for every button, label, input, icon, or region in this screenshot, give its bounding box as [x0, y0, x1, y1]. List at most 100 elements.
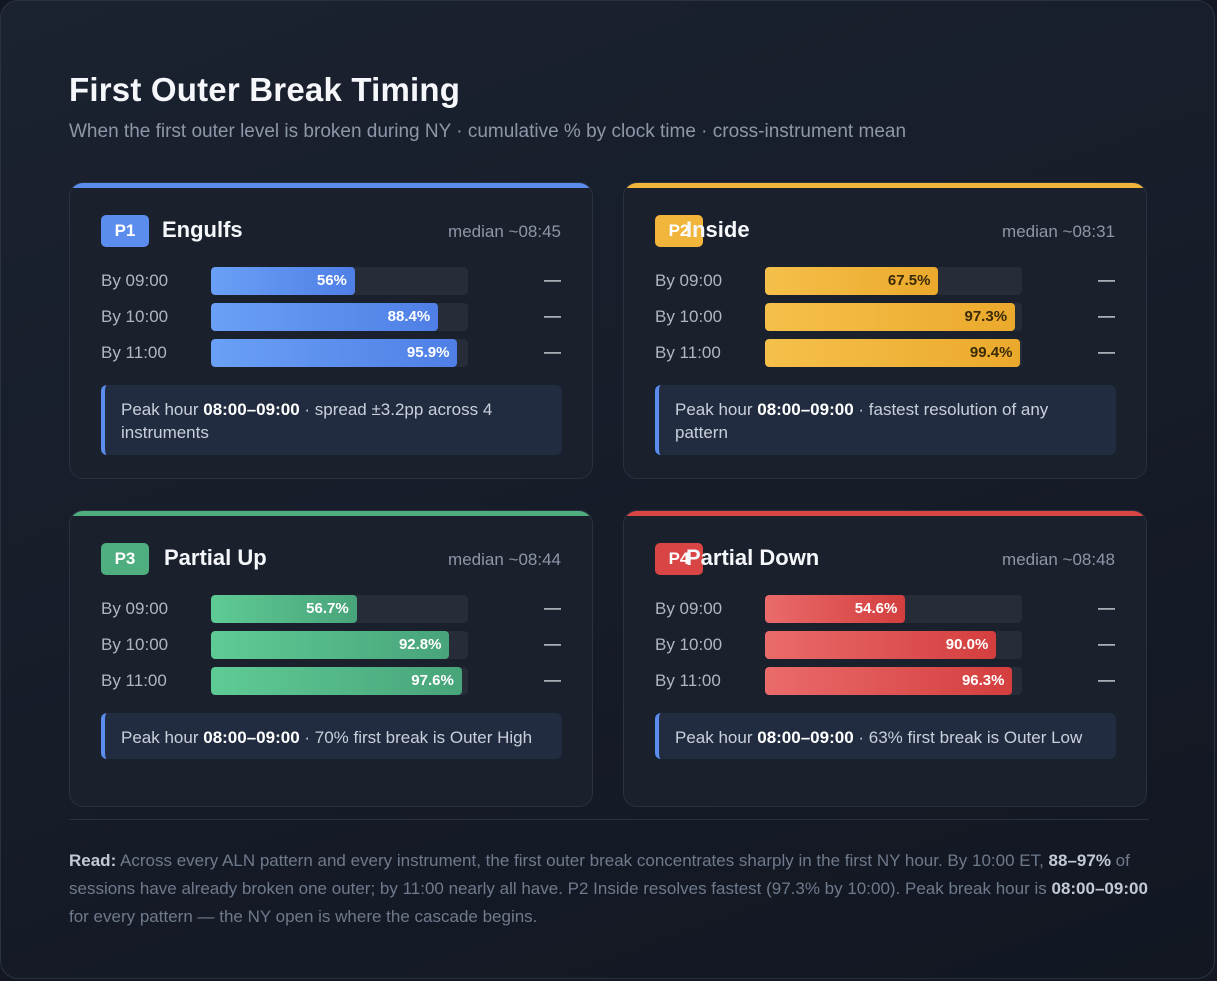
pattern-card-p2: P2 Inside median ~08:31 By 09:00 67.5% — By 10…: [623, 182, 1147, 479]
bar-value-label: 90.0%: [945, 636, 989, 653]
trend-dash: —: [1098, 306, 1115, 325]
pattern-badge: P3: [101, 543, 149, 575]
category-label: By 09:00: [655, 599, 723, 618]
bar: 97.6%: [211, 667, 462, 695]
bar: 88.4%: [211, 303, 439, 331]
read-text-3: for every pattern — the NY open is where…: [69, 907, 538, 926]
bar: 96.3%: [765, 667, 1013, 695]
category-label: By 11:00: [101, 671, 167, 690]
trend-dash: —: [544, 270, 561, 289]
category-label: By 10:00: [655, 635, 723, 654]
read-paragraph: Read: Across every ALN pattern and every…: [69, 847, 1149, 931]
category-label: By 09:00: [655, 271, 723, 290]
card-accent-bar: [624, 511, 1146, 516]
trend-dash: —: [544, 306, 561, 325]
insight-note: Peak hour 08:00–09:00 · 70% first break …: [101, 713, 562, 759]
bar-track: 99.4%: [765, 339, 1022, 367]
trend-dash: —: [1098, 670, 1115, 689]
bar-track: 56.7%: [211, 595, 468, 623]
bar: 56.7%: [211, 595, 357, 623]
trend-dash: —: [544, 598, 561, 617]
category-label: By 11:00: [655, 343, 721, 362]
bar: 95.9%: [211, 339, 458, 367]
trend-dash: —: [1098, 342, 1115, 361]
pattern-card-p4: P4 Partial Down median ~08:48 By 09:00 54.6%…: [623, 510, 1147, 807]
median-label: median ~08:31: [1002, 222, 1115, 241]
bar-track: 56%: [211, 267, 468, 295]
trend-dash: —: [1098, 270, 1115, 289]
bar: 67.5%: [765, 267, 939, 295]
card-accent-bar: [70, 511, 592, 516]
trend-dash: —: [544, 342, 561, 361]
note-text: Peak hour: [121, 400, 204, 419]
bar: 56%: [211, 267, 355, 295]
median-label: median ~08:48: [1002, 550, 1115, 569]
bar-value-label: 88.4%: [387, 308, 431, 325]
median-label: median ~08:45: [448, 222, 561, 241]
trend-dash: —: [1098, 634, 1115, 653]
trend-dash: —: [544, 634, 561, 653]
bar-value-label: 96.3%: [961, 672, 1005, 689]
read-text-2: of sessions have already broken one oute…: [69, 851, 1130, 898]
bar-track: 90.0%: [765, 631, 1022, 659]
note-text: Peak hour: [675, 400, 758, 419]
pattern-badge: P2: [655, 215, 703, 247]
category-label: By 10:00: [101, 635, 169, 654]
read-label: Read:: [69, 851, 117, 870]
insight-note: Peak hour 08:00–09:00 · 63% first break …: [655, 713, 1116, 759]
card-accent-bar: [70, 183, 592, 188]
note-text: Peak hour: [675, 728, 758, 747]
category-label: By 11:00: [101, 343, 167, 362]
bar-track: 95.9%: [211, 339, 468, 367]
category-label: By 09:00: [101, 599, 169, 618]
note-text: · 63% first break is Outer Low: [853, 728, 1083, 747]
bar-value-label: 92.8%: [398, 636, 442, 653]
note-text: · 70% first break is Outer High: [299, 728, 533, 747]
note-text: · spread ±3.2pp across 4 instruments: [121, 400, 493, 442]
note-peak-hour: 08:00–09:00: [203, 400, 300, 419]
bar: 54.6%: [765, 595, 906, 623]
read-bold-hour: 08:00–09:00: [1051, 879, 1148, 898]
card-accent-bar: [624, 183, 1146, 188]
bar: 90.0%: [765, 631, 997, 659]
bar-value-label: 67.5%: [887, 272, 931, 289]
note-peak-hour: 08:00–09:00: [757, 728, 854, 747]
read-text-1: Across every ALN pattern and every instr…: [116, 851, 1049, 870]
category-label: By 09:00: [101, 271, 169, 290]
pattern-name: Partial Down: [686, 545, 820, 570]
bar-track: 97.6%: [211, 667, 468, 695]
bar-track: 54.6%: [765, 595, 1022, 623]
bar-value-label: 54.6%: [854, 600, 898, 617]
note-text: · fastest resolution of any pattern: [675, 400, 1049, 442]
insight-note: Peak hour 08:00–09:00 · spread ±3.2pp ac…: [101, 385, 562, 455]
bar-value-label: 95.9%: [406, 344, 450, 361]
pattern-name: Inside: [686, 217, 750, 242]
bar-value-label: 56.7%: [306, 600, 349, 617]
bar-value-label: 99.4%: [969, 344, 1013, 361]
category-label: By 10:00: [655, 307, 723, 326]
page-title: First Outer Break Timing: [69, 71, 461, 108]
category-label: By 11:00: [655, 671, 721, 690]
bar-value-label: 56%: [316, 272, 347, 289]
bar: 97.3%: [765, 303, 1016, 331]
bar: 92.8%: [211, 631, 450, 659]
median-label: median ~08:44: [448, 550, 561, 569]
read-bold-range: 88–97%: [1048, 851, 1111, 870]
bar-track: 92.8%: [211, 631, 468, 659]
trend-dash: —: [544, 670, 561, 689]
pattern-card-p1: P1 Engulfs median ~08:45 By 09:00 56% — By 10:…: [69, 182, 593, 479]
bar-track: 96.3%: [765, 667, 1022, 695]
bar-track: 67.5%: [765, 267, 1022, 295]
page-subtitle: When the first outer level is broken dur…: [69, 121, 907, 142]
divider: [69, 819, 1149, 820]
bar-value-label: 97.3%: [964, 308, 1008, 325]
bar: 99.4%: [765, 339, 1021, 367]
bar-track: 97.3%: [765, 303, 1022, 331]
pattern-badge: P4: [655, 543, 703, 575]
pattern-card-p3: P3 Partial Up median ~08:44 By 09:00 56.7% — B…: [69, 510, 593, 807]
insight-note: Peak hour 08:00–09:00 · fastest resoluti…: [655, 385, 1116, 455]
category-label: By 10:00: [101, 307, 169, 326]
pattern-badge: P1: [101, 215, 149, 247]
note-peak-hour: 08:00–09:00: [203, 728, 300, 747]
